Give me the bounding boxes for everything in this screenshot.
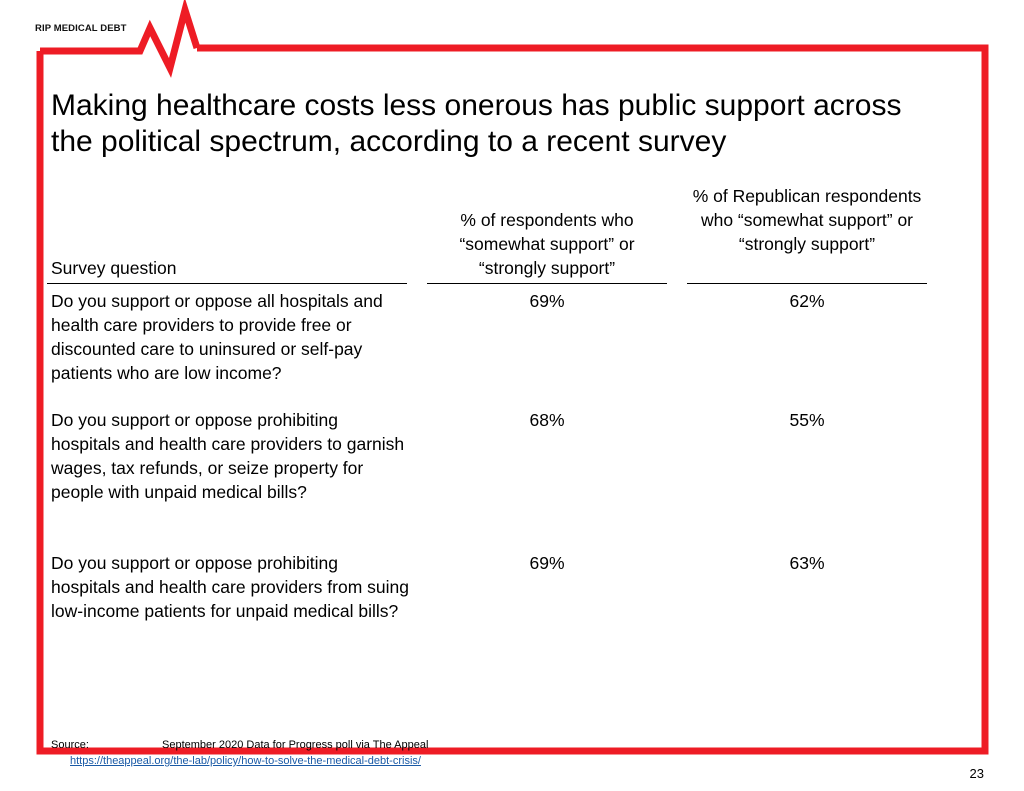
header-all-respondents: % of respondents who “somewhat support” …	[459, 210, 635, 278]
header-survey-question: Survey question	[51, 258, 177, 278]
heartbeat-spike-icon	[40, 0, 201, 78]
frame-border	[36, 44, 989, 755]
table-row-all-value: 69%	[529, 291, 565, 311]
table-row-republican-value: 62%	[789, 291, 825, 311]
table-row-all-value: 69%	[529, 553, 565, 573]
header-republican-respondents: % of Republican respondents who “somewha…	[692, 186, 922, 254]
source-link[interactable]: https://theappeal.org/the-lab/policy/how…	[70, 755, 421, 767]
brand-logo-text: RIP MEDICAL DEBT	[35, 23, 127, 34]
header-rule-col2	[687, 283, 927, 284]
table-row-republican-value: 55%	[789, 410, 825, 430]
header-rule-question	[47, 283, 407, 284]
page-number: 23	[969, 766, 984, 781]
table-row-question: Do you support or oppose all hospitals a…	[51, 291, 383, 383]
table-row-republican-value: 63%	[789, 553, 825, 573]
table-row-question: Do you support or oppose prohibiting hos…	[51, 410, 405, 502]
table-row-question: Do you support or oppose prohibiting hos…	[51, 553, 409, 621]
source-text: September 2020 Data for Progress poll vi…	[162, 739, 429, 751]
page-title: Making healthcare costs less onerous has…	[51, 89, 902, 158]
source-label: Source:	[51, 739, 89, 751]
header-rule-col1	[427, 283, 667, 284]
table-row-all-value: 68%	[529, 410, 565, 430]
source-note: Source: September 2020 Data for Progress…	[51, 739, 428, 751]
